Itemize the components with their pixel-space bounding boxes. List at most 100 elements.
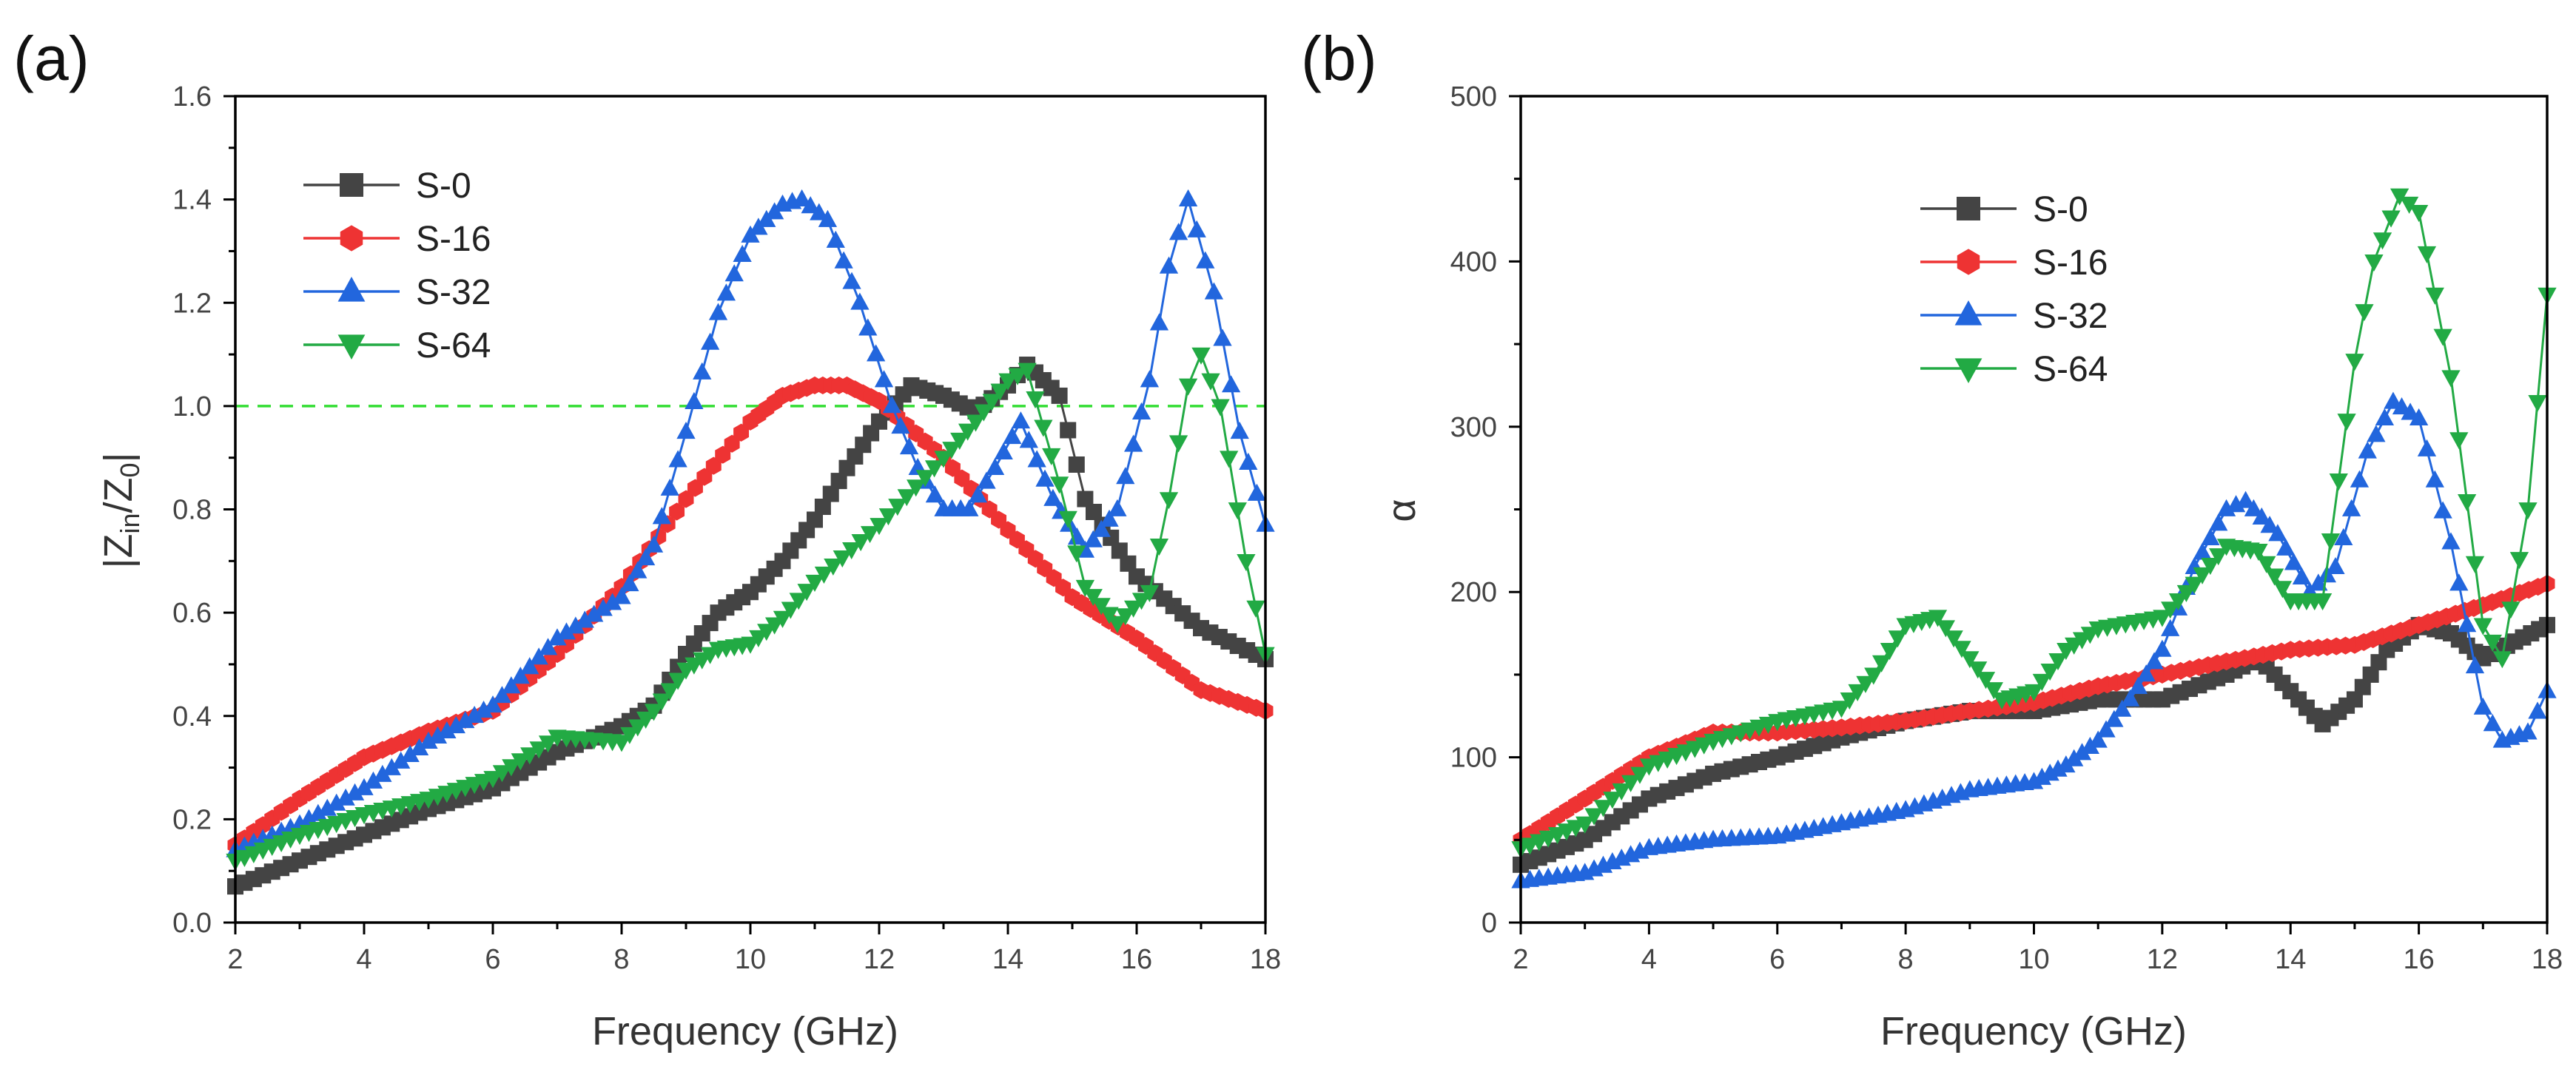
panel-a-data-point	[1168, 223, 1188, 240]
panel-b-y-tick-label: 400	[1450, 246, 1497, 277]
panel-a-data-point	[566, 616, 585, 634]
panel-b-data-point	[2153, 639, 2172, 657]
panel-a-data-point	[994, 442, 1013, 460]
panel-b-legend: S-0 S-16 S-32 S-64	[1920, 190, 2108, 389]
panel-a-data-point	[1201, 373, 1220, 391]
panel-a-data-point	[1043, 488, 1063, 506]
panel-a-data-point	[1060, 422, 1077, 439]
panel-a-data-point	[858, 318, 878, 336]
panel-b-data-point	[2465, 556, 2485, 573]
panel-b-data-point	[1888, 630, 1907, 648]
panel-a-data-point	[1068, 456, 1085, 473]
panel-a-data-point	[354, 778, 374, 795]
panel-b-data-point	[1840, 692, 1859, 710]
panel-a-data-point	[797, 584, 816, 601]
panel-b-data-point	[2209, 513, 2228, 531]
panel-a-data-point	[511, 753, 530, 771]
panel-a-data-point	[1149, 539, 1169, 556]
panel-b-data-point	[2201, 527, 2220, 545]
panel-a-data-point	[724, 434, 740, 453]
panel-a-data-point	[1131, 593, 1151, 610]
panel-b-data-point	[2358, 441, 2377, 459]
panel-a-data-point	[363, 771, 383, 789]
panel-b-legend-label: S-16	[2033, 243, 2108, 283]
panel-a-x-tick-label: 8	[613, 944, 629, 975]
panel-b-data-point	[1984, 682, 2003, 700]
panel-b-x-tick-label: 16	[2403, 944, 2434, 975]
panel-a-plot-frame	[234, 95, 1267, 924]
panel-b-data-point	[2185, 576, 2204, 594]
panel-a-data-point	[708, 303, 728, 320]
panel-a-data-point	[593, 599, 613, 616]
panel-a-data-point	[678, 490, 694, 508]
panel-a-data-point	[548, 628, 567, 646]
panel-a-data-point	[1042, 448, 1061, 465]
panel-a-y-tick-label: 1.0	[172, 391, 212, 422]
panel-a-data-point	[1111, 542, 1128, 559]
panel-b-data-point	[1968, 661, 1988, 679]
panel-a-data-point	[309, 803, 328, 821]
panel-a-data-point	[687, 479, 703, 497]
panel-a-data-point	[925, 485, 945, 503]
panel-b-data-point	[2260, 516, 2279, 533]
panel-a-data-point	[1100, 509, 1119, 527]
panel-a-x-tick-label: 16	[1121, 944, 1152, 975]
panel-a-data-point	[818, 209, 838, 227]
panel-a-data-point	[891, 417, 910, 434]
panel-a-data-point	[982, 394, 1001, 411]
panel-a-data-point	[400, 744, 420, 762]
panel-b-data-point	[2375, 408, 2395, 425]
panel-a-label: (a)	[13, 24, 90, 93]
panel-b-series-s-32	[1511, 391, 2557, 889]
panel-b-data-point	[2040, 663, 2059, 681]
panel-b-data-point	[2113, 699, 2132, 717]
panel-a-data-point	[826, 230, 845, 248]
panel-b-data-point	[2518, 722, 2538, 740]
panel-b-data-point	[2209, 548, 2228, 566]
panel-a-data-point	[652, 507, 672, 525]
panel-b-data-point	[1612, 783, 1631, 801]
panel-b-data-point	[2249, 544, 2268, 562]
panel-b-legend-label: S-64	[2033, 350, 2108, 389]
panel-a-data-point	[1116, 467, 1135, 485]
panel-b-data-point	[2425, 470, 2444, 488]
panel-b-x-tick-label: 10	[2018, 944, 2049, 975]
panel-a-y-tick-label: 1.6	[172, 81, 212, 112]
panel-a-y-tick-label: 0.2	[172, 804, 212, 835]
panel-b-data-point	[1630, 766, 1649, 784]
panel-a-data-point	[511, 667, 530, 684]
panel-b-data-point	[2252, 507, 2271, 525]
panel-a-data-point	[644, 704, 664, 721]
panel-b-data-point	[2381, 210, 2401, 228]
panel-b-data-point	[1621, 775, 1641, 792]
panel-a-data-point	[1220, 451, 1239, 468]
panel-a-data-point	[1092, 598, 1111, 616]
panel-a-data-point	[934, 451, 953, 468]
panel-a-chart: (a) 2 4 6 8 10 12 14 16 18 0.0 0.2 0.4 0.6 0.8 1.0 1.2…	[13, 24, 1281, 1054]
panel-a-x-axis-title: Frequency (GHz)	[592, 1009, 898, 1054]
panel-b-data-point	[1584, 808, 1604, 826]
panel-b-data-point	[2528, 394, 2547, 413]
panel-a-data-point	[977, 471, 996, 489]
panel-a-data-point	[1035, 469, 1055, 487]
panel-b-data-point	[2341, 499, 2361, 516]
panel-b-data-point	[2417, 439, 2437, 456]
panel-a-y-axis-title: |Zin/Z0|	[96, 452, 145, 568]
panel-a-data-point	[668, 450, 687, 468]
panel-a-legend-label: S-16	[416, 220, 491, 259]
panel-a-data-point	[1187, 220, 1206, 237]
panel-b-legend-label: S-32	[2033, 297, 2108, 336]
panel-a-data-point	[724, 264, 744, 282]
panel-b-data-point	[2326, 556, 2345, 575]
panel-a-data-point	[620, 727, 639, 744]
panel-b-data-point	[1936, 620, 1955, 638]
panel-a-data-point	[1221, 375, 1241, 393]
panel-b-data-point	[2024, 684, 2044, 701]
panel-a-x-tick-label: 18	[1250, 944, 1281, 975]
panel-a-data-point	[636, 711, 656, 729]
panel-a-data-point	[950, 432, 969, 451]
panel-b-data-point	[2433, 328, 2452, 346]
panel-b-data-point	[2128, 676, 2148, 695]
panel-b-data-point	[2390, 188, 2409, 206]
panel-b-y-tick-label: 500	[1450, 81, 1497, 112]
